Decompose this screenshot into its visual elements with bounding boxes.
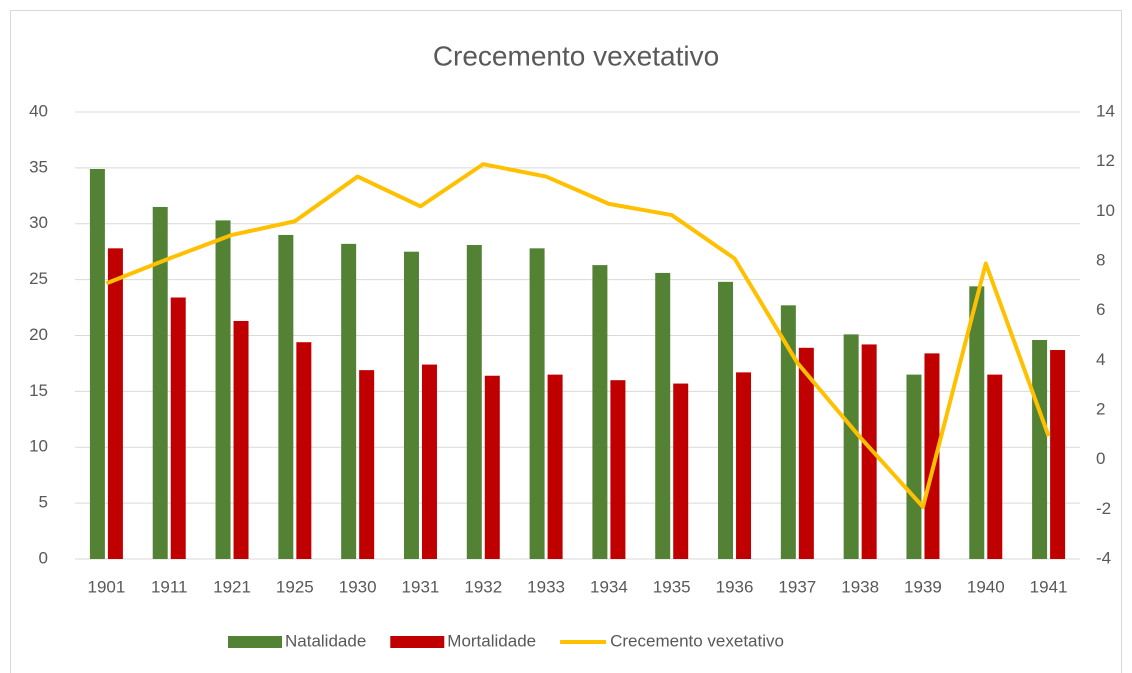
legend-label: Mortalidade <box>447 631 536 650</box>
y2-tick-label: 12 <box>1096 151 1115 170</box>
legend-swatch <box>228 636 282 648</box>
line <box>105 162 1051 509</box>
x-tick-label: 1935 <box>653 577 691 596</box>
y2-tick-label: 4 <box>1096 350 1105 369</box>
bar <box>341 243 357 560</box>
x-tick-label: 1936 <box>716 577 754 596</box>
x-tick-label: 1941 <box>1030 577 1068 596</box>
bar <box>359 370 375 559</box>
bar <box>466 244 482 560</box>
x-tick-label: 1934 <box>590 577 628 596</box>
y2-tick-label: -2 <box>1096 499 1111 518</box>
y2-tick-label: 14 <box>1096 101 1115 120</box>
y2-tick-label: 6 <box>1096 300 1105 319</box>
bar <box>403 251 419 559</box>
bar <box>89 168 105 559</box>
bar <box>170 297 186 559</box>
bar <box>484 375 500 559</box>
x-tick-label: 1930 <box>339 577 377 596</box>
bar <box>924 353 940 559</box>
x-tick-label: 1921 <box>213 577 251 596</box>
legend-label: Crecemento vexetativo <box>610 631 784 650</box>
y2-tick-label: 10 <box>1096 201 1115 220</box>
y-tick-label: 10 <box>29 437 48 456</box>
x-tick-label: 1901 <box>87 577 125 596</box>
x-tick-label: 1932 <box>464 577 502 596</box>
bar <box>1032 339 1048 559</box>
x-tick-label: 1933 <box>527 577 565 596</box>
y2-tick-label: -4 <box>1096 548 1111 567</box>
y2-tick-label: 0 <box>1096 449 1105 468</box>
bar <box>673 383 689 559</box>
x-tick-label: 1939 <box>904 577 942 596</box>
y-tick-label: 15 <box>29 381 48 400</box>
x-tick-label: 1931 <box>402 577 440 596</box>
y-tick-label: 5 <box>39 493 48 512</box>
y-tick-label: 40 <box>29 101 48 120</box>
bar <box>215 220 231 559</box>
y-tick-label: 20 <box>29 325 48 344</box>
bar <box>780 305 796 559</box>
x-tick-label: 1925 <box>276 577 314 596</box>
bar <box>736 372 752 559</box>
bar <box>987 374 1003 559</box>
x-tick-label: 1911 <box>151 577 188 596</box>
bar <box>278 234 294 560</box>
bar <box>610 380 626 559</box>
bar <box>233 320 249 559</box>
chart-title: Crecemento vexetativo <box>433 40 719 71</box>
bar <box>529 248 545 559</box>
legend-swatch <box>390 636 445 648</box>
bar <box>843 334 859 559</box>
x-tick-label: 1940 <box>967 577 1005 596</box>
bar <box>718 281 734 559</box>
bar <box>592 265 608 559</box>
legend-label: Natalidade <box>285 631 366 650</box>
bar <box>296 342 312 559</box>
bar <box>655 272 671 559</box>
y-tick-label: 0 <box>39 548 48 567</box>
x-tick-label: 1938 <box>841 577 879 596</box>
bar <box>107 248 123 559</box>
bar <box>1050 350 1066 559</box>
bar <box>798 347 814 559</box>
bar <box>421 364 437 559</box>
x-tick-label: 1937 <box>778 577 816 596</box>
y2-tick-label: 2 <box>1096 399 1105 418</box>
bar <box>152 206 168 560</box>
y2-tick-label: 8 <box>1096 250 1105 269</box>
bar <box>906 374 922 559</box>
bar <box>861 344 877 559</box>
y-tick-label: 30 <box>29 213 48 232</box>
y-tick-label: 35 <box>29 157 48 176</box>
bar <box>547 374 563 559</box>
bar <box>969 286 985 559</box>
y-tick-label: 25 <box>29 269 48 288</box>
chart-border <box>10 10 1122 673</box>
